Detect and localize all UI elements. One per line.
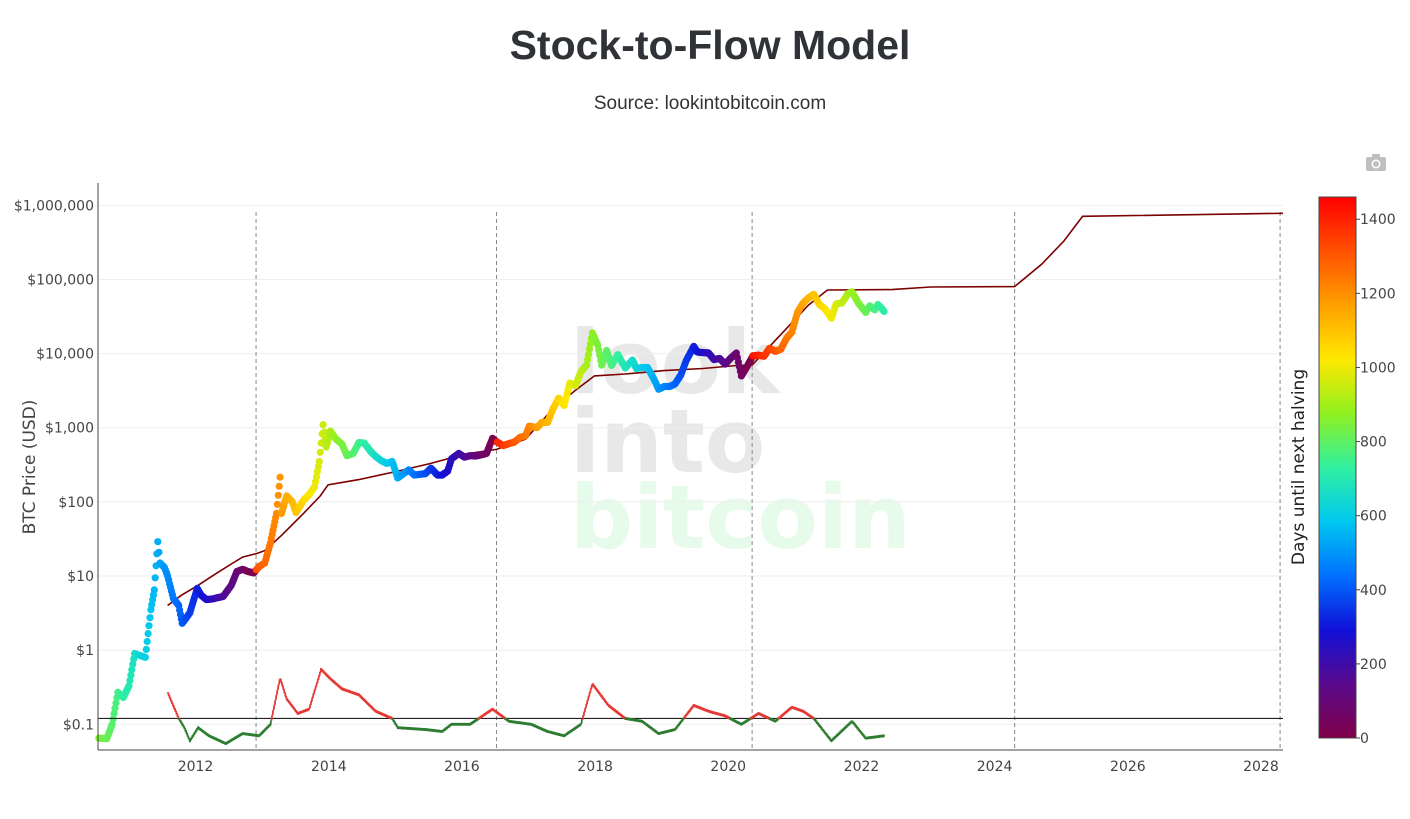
- colorbar-tick-label: 1400: [1360, 212, 1396, 228]
- price-point: [274, 491, 282, 499]
- y-tick-label: $10,000: [36, 347, 94, 363]
- price-point: [150, 586, 158, 594]
- ratio-segment: [276, 689, 279, 695]
- price-point: [110, 710, 118, 718]
- ratio-segment: [272, 705, 276, 711]
- x-tick-label: 2016: [444, 759, 480, 775]
- ratio-segment: [273, 699, 277, 706]
- y-axis-title: BTC Price (USD): [20, 400, 40, 535]
- price-point: [155, 548, 163, 556]
- chart-title: Stock-to-Flow Model: [509, 22, 911, 68]
- ratio-segment: [269, 720, 272, 726]
- price-point: [320, 428, 328, 436]
- ratio-segment: [278, 679, 281, 685]
- price-point: [141, 653, 149, 661]
- watermark-line-2: into: [570, 390, 765, 493]
- price-point: [144, 630, 152, 638]
- y-tick-label: $1,000,000: [14, 198, 94, 214]
- x-tick-label: 2024: [977, 759, 1013, 775]
- ratio-segment: [277, 684, 280, 690]
- chart-subtitle: Source: lookintobitcoin.com: [593, 93, 827, 114]
- colorbar-gradient: [1318, 196, 1357, 739]
- price-point: [584, 356, 592, 364]
- price-point: [151, 574, 159, 582]
- y-tick-label: $1: [76, 643, 94, 659]
- price-point: [126, 676, 134, 685]
- y-tick-label: $100,000: [27, 272, 94, 288]
- price-point: [315, 457, 323, 466]
- price-point: [319, 421, 327, 429]
- y-tick-label: $10: [67, 569, 94, 585]
- price-point: [143, 637, 151, 646]
- colorbar-tick-label: 600: [1360, 509, 1387, 525]
- colorbar-tick-label: 200: [1360, 657, 1387, 673]
- price-point: [276, 473, 284, 481]
- y-tick-label: $0.1: [63, 717, 94, 733]
- price-point: [316, 448, 324, 456]
- colorbar-tick-label: 1000: [1360, 360, 1396, 376]
- axes: $0.1 $1 $10 $100 $1,000 $10,000 $100,000 $1,000…: [14, 183, 1283, 775]
- x-tick-label: 2026: [1110, 759, 1146, 775]
- ratio-segment: [274, 694, 278, 701]
- colorbar-title: Days until next halving: [1289, 369, 1309, 565]
- price-point: [275, 482, 283, 490]
- colorbar[interactable]: 0 200 400 600 800 1000 1200 1400: [1318, 196, 1396, 747]
- price-point: [112, 699, 120, 707]
- price-point: [127, 671, 135, 679]
- price-point: [146, 614, 154, 622]
- watermark: look into bitcoin: [570, 311, 911, 569]
- price-point: [585, 345, 594, 353]
- x-tick-label: 2012: [178, 759, 214, 775]
- ratio-segment: [882, 734, 885, 738]
- price-point: [145, 622, 153, 630]
- colorbar-tick-label: 1200: [1360, 286, 1396, 302]
- colorbar-tick-label: 0: [1360, 731, 1369, 747]
- price-point: [273, 500, 281, 508]
- price-point: [125, 682, 133, 690]
- x-tick-label: 2022: [844, 759, 880, 775]
- halving-lines: [255, 212, 1281, 750]
- colorbar-tick-label: 800: [1360, 435, 1387, 451]
- price-point: [586, 340, 595, 348]
- x-tick-label: 2028: [1243, 759, 1279, 775]
- price-point: [129, 660, 137, 668]
- price-point: [142, 645, 150, 654]
- ratio-segment: [270, 715, 273, 721]
- x-tick-label: 2020: [710, 759, 746, 775]
- colorbar-tick-label: 400: [1360, 583, 1387, 599]
- price-point: [154, 538, 162, 546]
- plot-area[interactable]: [95, 212, 1284, 746]
- price-point: [128, 666, 136, 674]
- watermark-line-3: bitcoin: [570, 466, 911, 569]
- price-point: [583, 361, 591, 369]
- x-tick-label: 2018: [577, 759, 613, 775]
- camera-icon[interactable]: [1365, 152, 1387, 172]
- price-point: [880, 307, 888, 316]
- y-tick-label: $100: [58, 495, 94, 511]
- y-tick-label: $1,000: [45, 421, 94, 437]
- price-point: [584, 350, 593, 358]
- x-tick-label: 2014: [311, 759, 347, 775]
- ratio-segment: [271, 710, 274, 716]
